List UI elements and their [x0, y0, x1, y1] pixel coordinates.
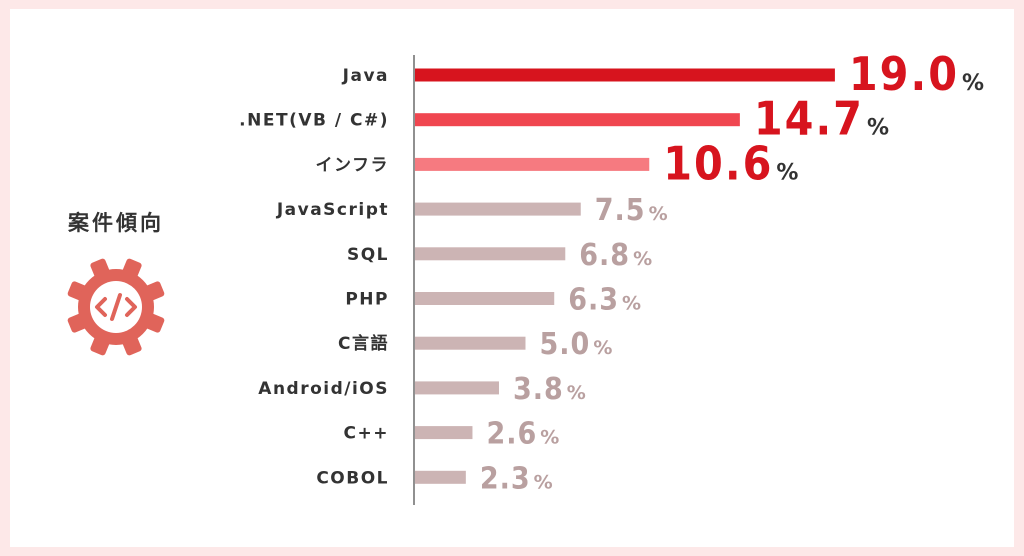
category-label: .NET(VB / C#)	[239, 111, 389, 131]
data-label: 2.6%	[486, 417, 559, 452]
bars-layer	[415, 68, 835, 484]
data-label: 19.0%	[849, 47, 984, 101]
data-label: 2.3%	[480, 461, 553, 496]
bar	[415, 292, 555, 305]
category-label: Java	[342, 66, 389, 86]
data-label: 14.7%	[754, 92, 889, 146]
data-label: 6.8%	[579, 238, 652, 273]
category-label: Android/iOS	[258, 379, 389, 399]
bar	[415, 113, 740, 127]
bar	[415, 247, 566, 261]
category-label: COBOL	[316, 468, 389, 488]
data-label: 5.0%	[540, 327, 613, 362]
bar	[415, 68, 835, 82]
category-label: インフラ	[316, 155, 390, 175]
category-label: C++	[344, 424, 389, 444]
category-label: JavaScript	[276, 200, 389, 220]
bar	[415, 381, 499, 395]
section-title: 案件傾向	[68, 211, 164, 235]
data-label: 6.3%	[568, 283, 641, 318]
data-label: 10.6%	[663, 136, 798, 190]
data-label: 7.5%	[595, 193, 668, 228]
bar	[415, 202, 581, 216]
bar	[415, 470, 466, 484]
bar	[415, 336, 526, 350]
category-label: SQL	[347, 245, 389, 265]
category-label: C言語	[338, 333, 389, 354]
code-gear-icon	[64, 255, 168, 359]
infographic-panel	[10, 9, 1014, 547]
data-label: 3.8%	[513, 372, 586, 407]
category-label: PHP	[345, 290, 389, 310]
bar	[415, 426, 473, 440]
bar	[415, 157, 650, 171]
